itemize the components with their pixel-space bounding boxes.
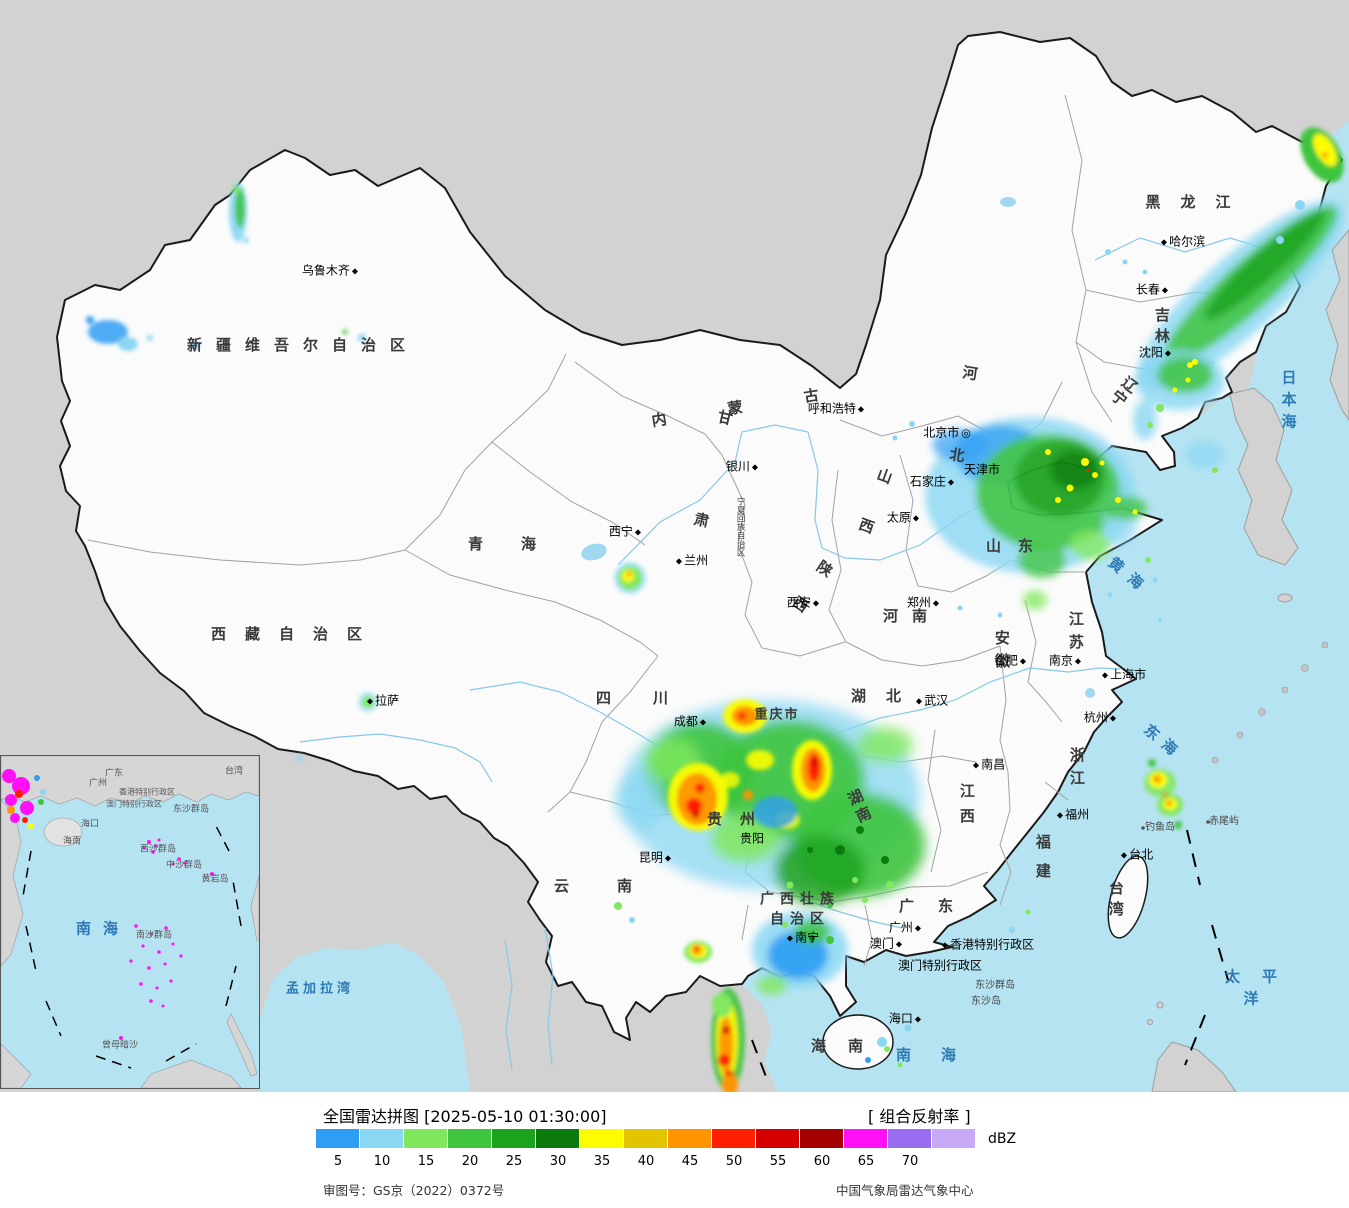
legend-tick-label: 30 — [549, 1154, 567, 1169]
inset-label-nansha: 南沙群岛 — [135, 930, 173, 941]
legend-color-cell — [712, 1129, 756, 1148]
radar-echo-north-china — [892, 417, 1225, 622]
legend-title: 全国雷达拼图 [2025-05-10 01:30:00] — [323, 1107, 607, 1126]
legend-color-cell — [932, 1129, 976, 1148]
legend-product-label: [ 组合反射率 ] — [868, 1107, 971, 1126]
inset-label-dongsha: 东沙群岛 — [172, 804, 210, 815]
legend-colorbar — [316, 1129, 976, 1148]
legend-color-cell — [492, 1129, 536, 1148]
hainan-island — [822, 1014, 894, 1070]
songhua-river — [1094, 237, 1271, 261]
legend-tick-label: 50 — [725, 1154, 743, 1169]
inset-island-dots — [119, 838, 214, 1040]
legend-tick-label: 25 — [505, 1154, 523, 1169]
legend-color-cell — [404, 1129, 448, 1148]
legend-color-cell — [316, 1129, 360, 1148]
legend-approval-number: 审图号：GS京（2022）0372号 — [323, 1183, 505, 1198]
legend-tick-label: 55 — [769, 1154, 787, 1169]
qinghai-lake — [581, 543, 607, 561]
luzon-island — [1151, 1041, 1237, 1092]
inset-label-huangyan: 黄岩岛 — [201, 874, 229, 885]
legend-color-cell — [668, 1129, 712, 1148]
legend-color-cell — [800, 1129, 844, 1148]
inset-label-xisha: 西沙群岛 — [139, 844, 177, 855]
radar-echo-vietnam-coast — [684, 941, 745, 1092]
legend-tick-label: 45 — [681, 1154, 699, 1169]
china-border — [56, 31, 1343, 1041]
legend-tick-label: 60 — [813, 1154, 831, 1169]
inset-label-guangdong: 广东 — [104, 768, 124, 779]
legend-tick-label: 40 — [637, 1154, 655, 1169]
lakes — [581, 197, 1095, 698]
japan-coast — [1325, 229, 1349, 421]
legend-color-cell — [580, 1129, 624, 1148]
inset-land — [0, 755, 260, 1089]
yellow-river — [617, 424, 991, 566]
radar-echo-southwest — [614, 699, 925, 923]
legend-tick-label: 15 — [417, 1154, 435, 1169]
taiwan-island — [1107, 855, 1149, 939]
legend-ticks: 5 10 15 20 25 30 35 40 45 50 55 60 65 70 — [316, 1154, 932, 1169]
radar-echo-tibet — [297, 692, 378, 761]
tsangpo-river — [299, 733, 493, 783]
diaoyu-island-dots — [1141, 820, 1210, 830]
inset-label-zhongsha: 中沙群岛 — [165, 860, 203, 871]
legend-tick-label: 10 — [373, 1154, 391, 1169]
inset-svg — [0, 755, 260, 1089]
sea-fill — [260, 120, 1349, 1092]
inset-label-guangzhou: 广州 — [88, 778, 108, 789]
inset-label-haikou: 海口 — [80, 819, 100, 830]
foreign-land-patches — [1147, 229, 1349, 1092]
inset-label-macau: 澳门特别行政区 — [106, 799, 162, 809]
inset-label-hainan: 海南 — [62, 836, 82, 847]
legend-color-cell — [888, 1129, 932, 1148]
legend-color-cell — [360, 1129, 404, 1148]
inset-label-taiwan: 台湾 — [224, 766, 244, 777]
inset-label-nanhai: 南海 — [75, 919, 131, 938]
radar-echo-taiwan-east — [1144, 759, 1183, 829]
jeju-island — [1277, 593, 1293, 603]
legend-tick-label: 35 — [593, 1154, 611, 1169]
legend-credit: 中国气象局雷达气象中心 — [836, 1183, 974, 1198]
inset-label-hongkong: 香港特别行政区 — [119, 787, 175, 797]
radar-echo-northeast — [1105, 127, 1344, 440]
inset-label-zengmu: 曾母暗沙 — [101, 1040, 139, 1051]
legend-tick-label: 65 — [857, 1154, 875, 1169]
inset-radar-echo — [2, 769, 46, 829]
radar-echo-xinjiang — [86, 182, 366, 351]
legend-color-cell — [448, 1129, 492, 1148]
legend-tick-label: 5 — [333, 1154, 343, 1169]
legend-unit: dBZ — [988, 1131, 1017, 1147]
maritime-dashed-boundary — [751, 829, 1229, 1083]
korea-peninsula — [1229, 387, 1299, 566]
inset-dashed-boundary — [22, 825, 242, 1069]
legend-panel: 全国雷达拼图 [2025-05-10 01:30:00] [ 组合反射率 ] d… — [0, 1092, 1349, 1208]
legend-tick-label: 20 — [461, 1154, 479, 1169]
legend-tick-label: 70 — [901, 1154, 919, 1169]
bay-of-bengal — [260, 942, 470, 1092]
legend-color-cell — [536, 1129, 580, 1148]
legend-color-cell — [756, 1129, 800, 1148]
main-map — [56, 31, 1349, 1092]
radar-echo-qinghai — [614, 562, 646, 594]
legend-color-cell — [624, 1129, 668, 1148]
radar-echo-hainan — [865, 1024, 912, 1068]
inset-map-south-china-sea: 南海 广东 广州 香港特别行政区 澳门特别行政区 台湾 东沙群岛 海口 海南 西… — [0, 755, 260, 1089]
legend-color-cell — [844, 1129, 888, 1148]
ryukyu-islands — [1211, 641, 1329, 764]
radar-echo-guangxi — [752, 909, 1031, 995]
